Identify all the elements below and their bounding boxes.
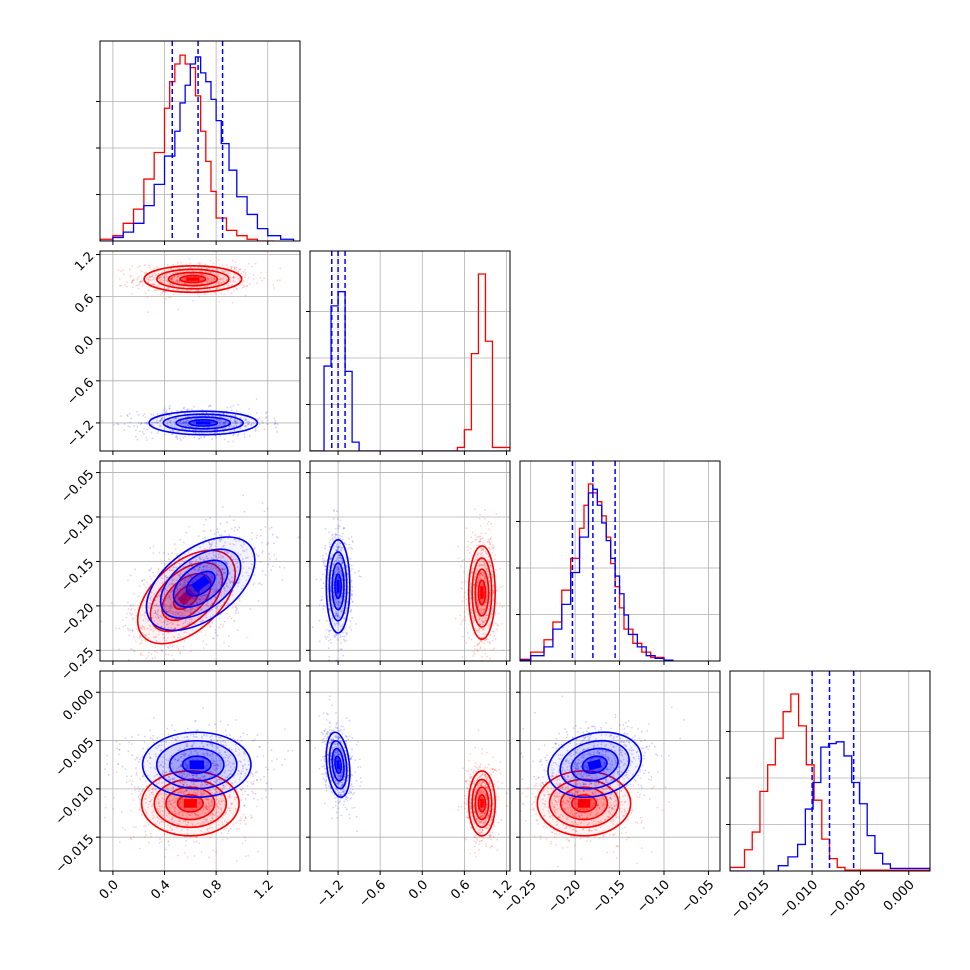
scatter-points-blue (104, 707, 294, 834)
contour-line (181, 755, 212, 775)
histogram-blue (310, 291, 510, 451)
density-contours-blue (145, 536, 256, 632)
contour-line (167, 271, 219, 287)
density-peak-blue (191, 574, 211, 593)
contour-line (570, 794, 598, 813)
contour-line (467, 770, 496, 837)
contour-line (185, 570, 216, 597)
density-contours-red (467, 545, 496, 641)
density-peak-blue (336, 760, 341, 770)
density-contours-blue (141, 731, 252, 798)
density-peak-red (480, 799, 484, 808)
histogram-red (310, 273, 510, 451)
panel-border (99, 40, 301, 242)
panel-border (99, 250, 301, 452)
contour-line (136, 549, 237, 645)
density-peak-blue (196, 421, 211, 425)
contour-line (334, 573, 342, 600)
scatter-points-blue (520, 695, 686, 822)
contour-line (328, 739, 348, 790)
contour-line (155, 739, 238, 790)
density-contours-blue (547, 731, 643, 798)
density-peak-red (577, 799, 591, 808)
density-contours-blue (325, 538, 351, 634)
histogram-red (520, 483, 674, 661)
contour-line (143, 265, 243, 294)
histogram-red (100, 54, 275, 241)
contour-line (145, 536, 256, 632)
contour-line (477, 579, 487, 606)
contour-line (581, 755, 608, 775)
panel-border (729, 670, 931, 872)
contour-line (547, 731, 643, 798)
contour-line (159, 548, 242, 619)
contour-line (176, 794, 204, 813)
contour-line (474, 786, 490, 821)
contour-line (168, 747, 225, 782)
density-peak-red (177, 588, 196, 606)
density-peak-blue (587, 759, 602, 771)
histogram-panel-2 (516, 460, 721, 665)
contour-line (153, 778, 228, 829)
contour-line (141, 731, 252, 798)
histogram-panel-0 (96, 40, 301, 245)
contour-line (162, 413, 245, 433)
contour-line (156, 268, 230, 290)
histogram-blue (730, 741, 930, 871)
density-peak-red (186, 277, 200, 281)
contour-line (175, 416, 232, 430)
contour-line (172, 559, 229, 608)
contour-line (165, 786, 216, 821)
density-peak-red (183, 799, 197, 808)
contour-line (331, 747, 345, 782)
scatter-panel-1-2 (306, 460, 511, 665)
panel-border (99, 670, 301, 872)
contour-line (559, 739, 630, 790)
contour-line (161, 572, 212, 622)
contour-line (474, 568, 490, 617)
contour-line (179, 274, 207, 284)
contour-line (188, 419, 219, 427)
contour-line (148, 410, 259, 436)
histogram-red (730, 693, 930, 871)
density-contours-red (143, 265, 243, 294)
scatter-panel-0-2: −0.25−0.20−0.15−0.10−0.05 (59, 460, 301, 684)
density-peak-red (480, 586, 484, 599)
histogram-panel-1 (306, 250, 511, 455)
density-contours-blue (325, 731, 351, 798)
panel-border (309, 670, 511, 872)
contour-line (559, 786, 609, 821)
density-peak-blue (189, 760, 204, 770)
density-contours-red (467, 770, 496, 837)
contour-line (471, 778, 493, 829)
contour-line (325, 538, 351, 634)
density-contours-blue (148, 410, 259, 436)
contour-line (477, 794, 487, 813)
contour-line (570, 747, 619, 782)
contour-line (140, 770, 240, 837)
contour-line (334, 755, 342, 775)
scatter-panel-0-1: −1.2−0.60.00.61.2 (64, 249, 301, 455)
contour-line (331, 562, 345, 611)
contour-line (325, 731, 351, 798)
panel-border (309, 250, 511, 452)
contour-line (467, 545, 496, 641)
contour-line (328, 551, 348, 622)
contour-line (548, 778, 620, 829)
histogram-blue (100, 56, 295, 241)
density-peak-blue (336, 580, 340, 593)
contour-line (471, 557, 493, 628)
histogram-blue (520, 488, 674, 661)
